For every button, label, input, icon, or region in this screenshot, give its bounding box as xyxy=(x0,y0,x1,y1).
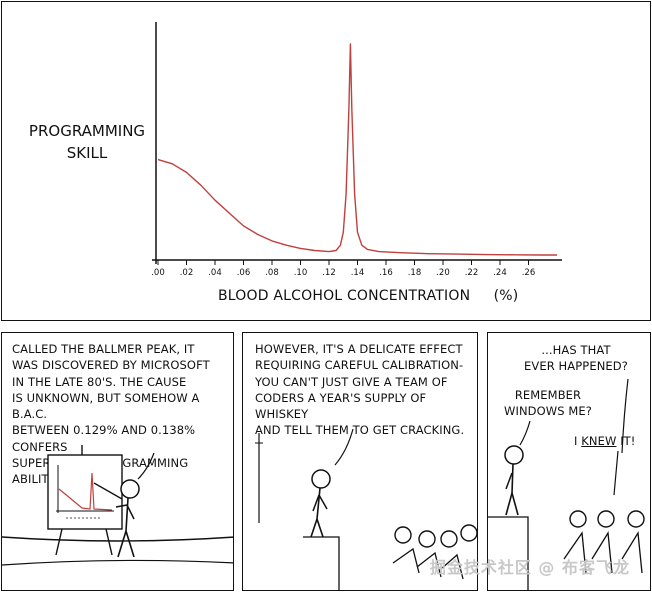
x-tick-label: .22 xyxy=(465,268,479,278)
x-tick-label: .00 xyxy=(151,268,165,278)
presenter-3-head xyxy=(504,445,524,465)
x-tick-label: .14 xyxy=(351,268,365,278)
mini-chart-line xyxy=(58,472,113,511)
x-tick-label: .26 xyxy=(522,268,536,278)
x-tick-label: .24 xyxy=(493,268,507,278)
x-tick-label: .20 xyxy=(436,268,450,278)
x-tick-label: .04 xyxy=(208,268,222,278)
speech-2-line: REMEMBER xyxy=(514,388,582,402)
y-axis-label-line-2: SKILL xyxy=(66,144,108,162)
presenter-2-head xyxy=(311,469,331,489)
x-tick-label: .18 xyxy=(408,268,422,278)
presenter-head xyxy=(120,479,140,499)
caption-1-line: CALLED THE BALLMER PEAK, IT xyxy=(12,342,195,356)
x-tick-label: .16 xyxy=(379,268,393,278)
caption-1-line: IS UNKNOWN, BUT SOMEHOW A B.A.C. xyxy=(12,390,200,422)
chart-svg: .00 .02 .04 .06 .08 .10 .12 .14 .16 .18 .20 .22 .24.… xyxy=(151,22,562,278)
caption-1: CALLED THE BALLMER PEAK, IT WAS DISCOVER… xyxy=(12,341,233,488)
x-axis-unit: (%) xyxy=(493,288,519,304)
speech-3-pre: I xyxy=(574,434,582,448)
speech-1-line: EVER HAPPENED? xyxy=(524,359,628,374)
caption-2-line: HOWEVER, IT'S A DELICATE EFFECT xyxy=(255,342,463,356)
speech-1-line: ...HAS THAT xyxy=(541,343,611,357)
x-tick-label: .02 xyxy=(180,268,194,278)
speech-bubble-3: I KNEW IT! xyxy=(574,433,636,449)
caption-2-line: REQUIRING CAREFUL CALIBRATION- xyxy=(255,358,464,373)
comic-panel-3: ...HAS THAT EVER HAPPENED? REMEMBER WIND… xyxy=(487,332,651,591)
comic-panel-2: HOWEVER, IT'S A DELICATE EFFECT REQUIRIN… xyxy=(242,332,478,591)
caption-2-line: CODERS A YEAR'S SUPPLY OF WHISKEY xyxy=(255,390,427,422)
caption-2-line: YOU CAN'T JUST GIVE A TEAM OF xyxy=(255,374,448,389)
comic-panel-1: CALLED THE BALLMER PEAK, IT WAS DISCOVER… xyxy=(1,332,234,591)
x-axis-label: BLOOD ALCOHOL CONCENTRATION (%) xyxy=(218,288,518,304)
audience-drawing xyxy=(488,378,645,590)
caption-2: HOWEVER, IT'S A DELICATE EFFECT REQUIRIN… xyxy=(255,341,477,439)
chart-panel: PROGRAMMING SKILL BLOOD ALCOHOL CONCENTR… xyxy=(1,1,651,321)
x-axis-title: BLOOD ALCOHOL CONCENTRATION xyxy=(218,288,471,304)
series-line xyxy=(157,43,557,256)
y-axis-label-line-1: PROGRAMMING xyxy=(28,122,146,140)
x-tick-label: .12 xyxy=(322,268,336,278)
speech-3-emphasis: KNEW xyxy=(581,434,617,448)
x-tick-label: .06 xyxy=(237,268,251,278)
speech-bubble-2: REMEMBER WINDOWS ME? xyxy=(504,387,592,420)
x-tick-label: .10 xyxy=(294,268,308,278)
x-tick-label: .08 xyxy=(265,268,279,278)
speech-bubble-1: ...HAS THAT EVER HAPPENED? xyxy=(524,342,628,375)
series-line-group xyxy=(157,43,557,256)
caption-1-line: WAS DISCOVERED BY MICROSOFT xyxy=(12,358,210,373)
presenter-2-drawing xyxy=(255,428,477,590)
watermark: 掘金技术社区 @ 布客飞龙 xyxy=(429,558,630,577)
speech-2-line: WINDOWS ME? xyxy=(504,404,592,419)
x-ticks: .00 .02 .04 .06 .08 .10 .12 .14 .16 .18 .20 .22 .24.… xyxy=(151,260,535,278)
caption-2-line: AND TELL THEM TO GET CRACKING. xyxy=(255,423,465,438)
caption-1-line: IN THE LATE 80'S. THE CAUSE xyxy=(12,374,187,389)
speech-3-post: IT! xyxy=(616,434,636,448)
caption-1-line: BETWEEN 0.129% AND 0.138% CONFERS xyxy=(12,423,196,454)
presenter-drawing xyxy=(2,445,233,566)
y-axis-label: PROGRAMMING SKILL xyxy=(22,120,152,164)
